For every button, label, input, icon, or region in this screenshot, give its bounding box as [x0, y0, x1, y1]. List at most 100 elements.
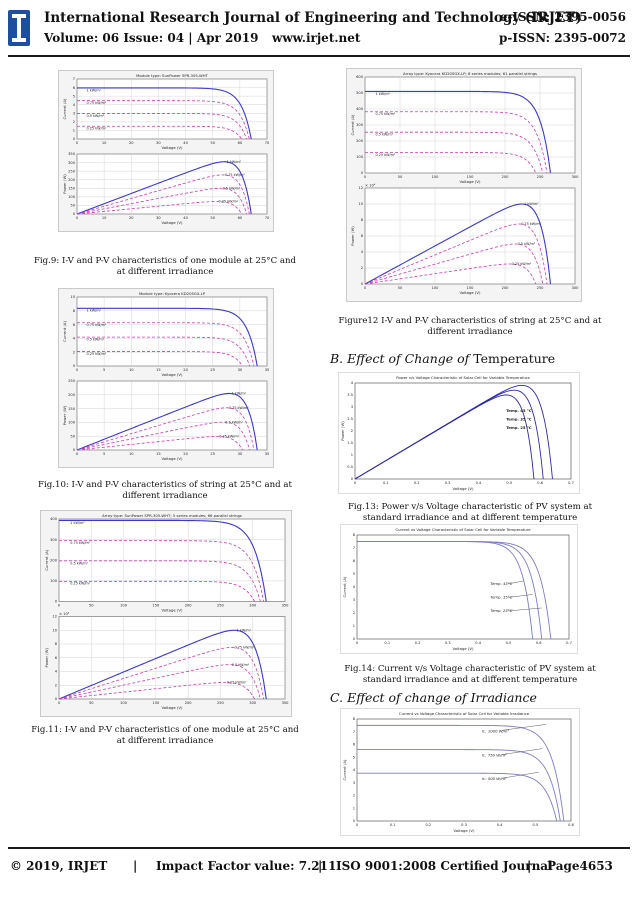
x-tick-label: 200 [502, 286, 510, 290]
x-tick-label: 10 [102, 216, 107, 220]
x-tick-label: 25 [210, 452, 215, 456]
y-tick-label: 2.5 [347, 417, 353, 421]
journal-title: International Research Journal of Engine… [44, 10, 582, 26]
y-axis-label: Power (W) [44, 648, 49, 668]
y-tick-label: 3.5 [347, 393, 353, 397]
y-tick-label: 0 [353, 637, 356, 641]
y-tick-label: 2 [351, 429, 353, 433]
figure-15: Current vs Voltage Characteristic of Sol… [340, 708, 580, 836]
series-curve [354, 384, 553, 480]
plot-title: Array type: Kyocera KD205GX-LP; 8 series… [403, 71, 537, 76]
y-tick-label: 10 [70, 295, 75, 299]
y-tick-label: 100 [356, 155, 364, 159]
irradiance-label: 0.25 kW/m² [219, 200, 239, 204]
plot-area [76, 380, 268, 451]
x-tick-label: 5 [103, 368, 105, 372]
y-tick-label: 100 [68, 421, 76, 425]
temperature-label: Temp. 25°C [490, 608, 512, 613]
x-tick-label: 20 [129, 141, 134, 145]
y-tick-label: 200 [50, 558, 58, 562]
x-tick-label: 0.1 [383, 481, 389, 485]
irradiance-label: 0.75 kW/m² [521, 222, 541, 226]
x-tick-label: 35 [265, 368, 270, 372]
x-tick-label: 300 [249, 701, 257, 705]
y-tick-label: 150 [68, 186, 76, 190]
y-tick-label: 3 [353, 781, 355, 785]
figure-14-caption: Fig.14: Current v/s Voltage characterist… [344, 664, 596, 685]
x-tick-label: 0 [364, 175, 367, 179]
y-tick-label: 0 [73, 364, 76, 368]
y-tick-label: 100 [50, 579, 58, 583]
footer-page-number: Page4653 [547, 859, 613, 873]
x-tick-label: 20 [183, 368, 188, 372]
iv-curve [365, 111, 548, 174]
irradiance-label: Ir.: 500 W/m² [482, 776, 507, 781]
irradiance-label: 0.25 kW/m² [219, 435, 239, 439]
y-tick-label: 3 [353, 598, 355, 602]
x-tick-label: 20 [183, 452, 188, 456]
footer-impact-factor: Impact Factor value: 7.211 [156, 859, 337, 873]
y-tick-label: 2 [361, 266, 363, 270]
x-tick-label: 300 [572, 286, 580, 290]
x-tick-label: 100 [432, 175, 440, 179]
irradiance-label: 0.25 kW/m² [87, 127, 107, 131]
x-tick-label: 0.6 [537, 481, 543, 485]
y-tick-label: 0 [73, 137, 76, 141]
y-tick-label: 200 [356, 139, 364, 143]
journal-url[interactable]: www.irjet.net [272, 31, 361, 45]
x-tick-label: 50 [398, 286, 403, 290]
fig13-svg: Power v/s Voltage Characteristic of Sola… [340, 375, 574, 491]
y-tick-label: 4 [361, 250, 364, 254]
y-tick-label: 6 [73, 323, 76, 327]
irjet-logo [8, 10, 30, 46]
irradiance-label: 0.75 kW/m² [225, 173, 245, 177]
label-arrow [508, 594, 533, 598]
x-tick-label: 0.3 [461, 823, 467, 827]
x-tick-label: 0.2 [415, 641, 421, 645]
pv-curve [58, 647, 265, 700]
y-tick-label: 8 [73, 309, 76, 313]
irradiance-label: 0.75 kW/m² [87, 323, 107, 327]
irradiance-label: 0.5 kW/m² [376, 133, 394, 137]
x-tick-label: 150 [467, 175, 475, 179]
figure-9: Module type: SunPower SPR-305-WHT 0 10 20 30… [58, 70, 274, 232]
x-axis-label: Voltage (V) [161, 705, 183, 710]
eissn: e-ISSN: 2395-0056 [499, 10, 626, 24]
x-tick-label: 70 [265, 141, 270, 145]
y-axis-label: Power (W) [62, 405, 67, 425]
y-tick-label: 1 [353, 806, 355, 810]
x-tick-label: 0.2 [414, 481, 420, 485]
irradiance-label: 1 kW/m² [376, 92, 391, 96]
x-axis-label: Voltage (V) [161, 145, 183, 150]
y-tick-label: 2 [353, 611, 355, 615]
footer-rule [8, 847, 630, 849]
x-axis-label: Voltage (V) [161, 608, 183, 613]
x-axis-label: Voltage (V) [459, 290, 481, 295]
plot-title: Power v/s Voltage Characteristic of Sola… [396, 375, 530, 380]
y-tick-label: 7 [353, 546, 355, 550]
x-tick-label: 100 [432, 286, 440, 290]
iv-curve [77, 100, 250, 140]
y-tick-label: 300 [356, 123, 364, 127]
x-tick-label: 50 [89, 701, 94, 705]
x-tick-label: 200 [502, 175, 510, 179]
iv-curve [59, 560, 261, 602]
label-arrow [501, 724, 547, 731]
footer-copyright: © 2019, IRJET [10, 859, 108, 873]
iv-curve [77, 336, 251, 367]
x-tick-label: 250 [217, 701, 225, 705]
irradiance-label: 0.25 kW/m² [512, 262, 532, 266]
y-axis-label: Power (W) [62, 174, 67, 194]
plot-title: Module type: Kyocera KD205GX-LP [139, 291, 206, 296]
x-tick-label: 0 [356, 641, 359, 645]
pv-curve [76, 421, 251, 451]
fig11-svg: Array type: SunPower SPR-305-WHT; 5 seri… [44, 513, 290, 710]
y-tick-label: 0.5 [347, 465, 353, 469]
y-tick-label: 10 [358, 202, 363, 206]
series-curve [357, 541, 552, 640]
footer-separator: | [318, 859, 323, 873]
pv-curve [364, 203, 552, 285]
x-tick-label: 350 [282, 701, 290, 705]
y-tick-label: 250 [68, 169, 76, 173]
x-tick-label: 0.1 [390, 823, 396, 827]
